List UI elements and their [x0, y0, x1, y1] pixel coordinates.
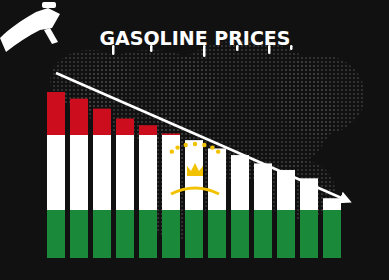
svg-text:GASOLINE PRICES: GASOLINE PRICES [99, 27, 290, 49]
